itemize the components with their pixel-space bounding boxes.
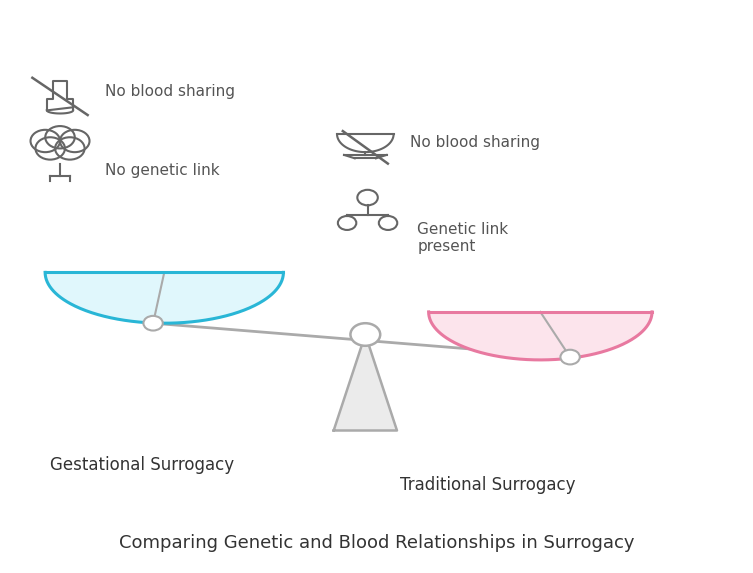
- Text: No blood sharing: No blood sharing: [105, 84, 235, 99]
- Circle shape: [560, 350, 580, 364]
- Circle shape: [143, 316, 163, 331]
- Circle shape: [350, 323, 380, 346]
- Text: No blood sharing: No blood sharing: [410, 135, 540, 150]
- Text: Genetic link
present: Genetic link present: [417, 222, 508, 254]
- Text: Traditional Surrogacy: Traditional Surrogacy: [401, 476, 576, 494]
- Polygon shape: [45, 272, 283, 323]
- Text: Gestational Surrogacy: Gestational Surrogacy: [50, 456, 234, 474]
- Polygon shape: [334, 335, 397, 430]
- Polygon shape: [428, 312, 652, 360]
- Text: No genetic link: No genetic link: [105, 163, 219, 178]
- Text: Comparing Genetic and Blood Relationships in Surrogacy: Comparing Genetic and Blood Relationship…: [119, 534, 634, 552]
